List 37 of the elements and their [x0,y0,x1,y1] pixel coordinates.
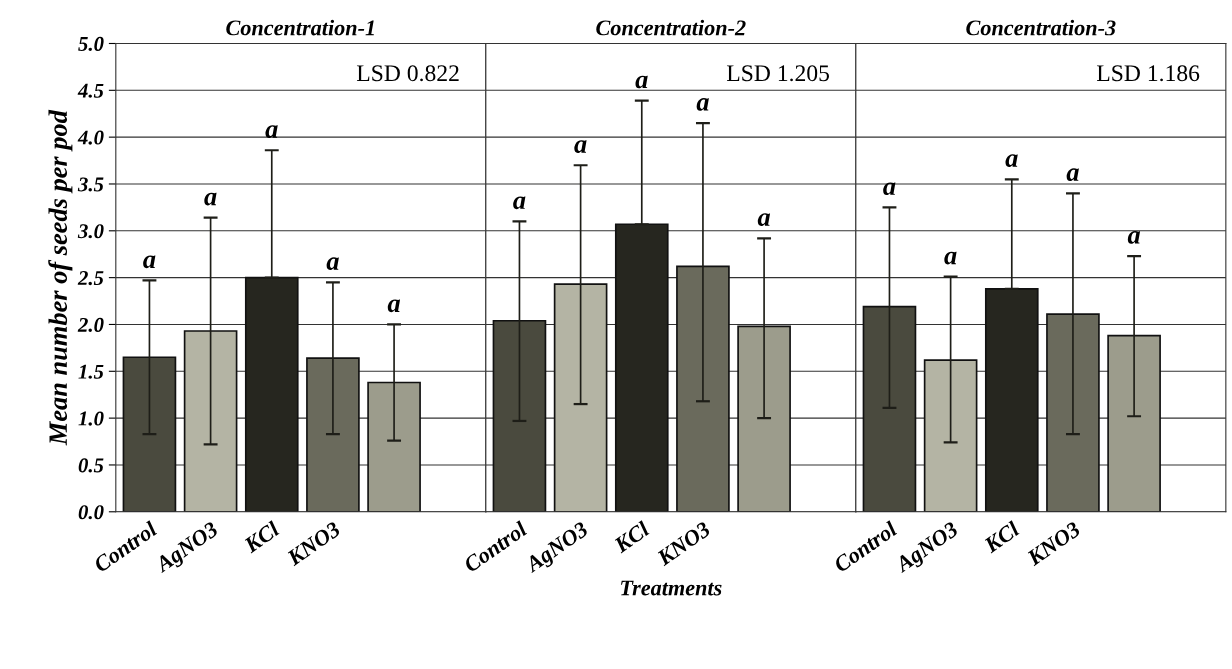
annotation: a [326,257,339,271]
annotation: a [1127,231,1141,244]
y-tick-label: 2.0 [77,317,104,332]
y-tick-label: 0.0 [78,505,104,520]
annotation: a [696,98,709,111]
annotation: a [513,196,526,210]
annotation: a [757,213,771,227]
annotation: LSD 1.186 [1096,65,1200,82]
x-tick-label: KCl [612,520,651,554]
chart-title: Concentration-2 [596,19,746,36]
annotation: LSD 0.822 [356,65,459,82]
y-tick-label: 0.5 [78,458,104,473]
y-tick-label: 1.0 [78,411,104,426]
annotation: a [265,125,278,138]
annotation: a [574,140,587,153]
chart-title: Concentration-3 [966,19,1116,36]
annotation: a [883,182,896,196]
y-axis-title: Mean number of seeds per pod [48,109,73,446]
annotation: a [143,255,156,269]
y-tick-label: 2.5 [77,271,104,286]
y-tick-label: 1.5 [78,364,104,379]
annotation: a [1005,154,1018,167]
y-tick-label: 3.5 [77,177,104,192]
annotation: a [1066,168,1079,182]
x-tick-label: KCl [982,520,1021,554]
y-tick-label: 5.0 [78,36,104,52]
chart-title: Concentration-1 [226,19,374,36]
annotation: a [635,75,648,89]
x-tick-label: KCl [242,520,281,554]
annotation: a [944,251,957,265]
annotation: a [387,299,401,313]
y-tick-label: 4.5 [77,83,104,98]
y-tick-label: 3.0 [77,224,104,239]
y-tick-label: 4.0 [77,130,104,145]
annotation: LSD 1.205 [726,65,830,82]
annotation: a [204,192,217,206]
x-axis-title: Treatments [621,580,722,596]
